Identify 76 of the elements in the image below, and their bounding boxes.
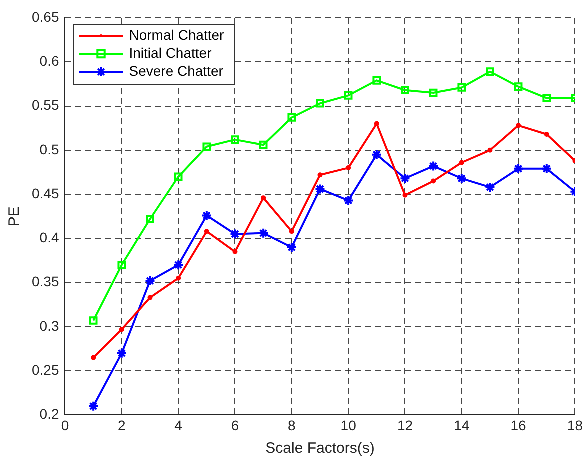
point	[259, 140, 268, 150]
point	[459, 160, 464, 166]
point	[173, 260, 184, 271]
point	[431, 178, 436, 184]
point	[148, 295, 153, 300]
point	[258, 228, 270, 239]
y-tick-label: 0.6	[40, 52, 60, 69]
point	[288, 114, 296, 122]
x-axis-title: Scale Factors(s)	[266, 440, 375, 458]
point	[343, 195, 354, 206]
point	[374, 121, 380, 126]
point	[372, 76, 382, 85]
point	[516, 123, 522, 128]
point	[314, 184, 326, 195]
point	[542, 94, 552, 103]
legend-label: Initial Chatter	[129, 44, 212, 61]
point	[202, 142, 212, 152]
x-tick-label: 0	[61, 417, 70, 434]
point	[204, 229, 210, 234]
x-tick-label: 6	[231, 417, 240, 434]
point	[344, 91, 353, 100]
point	[400, 173, 411, 184]
point	[488, 148, 493, 153]
y-axis-title: PE	[6, 206, 24, 227]
point	[484, 182, 496, 193]
point	[513, 163, 524, 174]
point	[316, 99, 324, 108]
point	[318, 172, 323, 178]
point	[261, 196, 266, 201]
y-tick-label: 0.4	[40, 230, 60, 246]
x-tick-label: 2	[118, 417, 126, 434]
point	[286, 242, 298, 253]
point	[89, 316, 98, 325]
y-tick-label: 0.5	[40, 141, 60, 158]
point	[541, 163, 552, 174]
point	[456, 173, 468, 184]
x-tick-label: 16	[510, 417, 527, 434]
point	[146, 215, 154, 224]
point	[144, 276, 156, 287]
point	[289, 229, 294, 234]
point	[201, 210, 212, 222]
point	[231, 136, 240, 144]
point	[91, 355, 96, 360]
point	[401, 86, 410, 95]
point	[88, 400, 100, 412]
point	[118, 260, 126, 270]
point	[486, 68, 494, 76]
x-tick-label: 14	[454, 417, 470, 434]
y-tick-label: 0.65	[32, 8, 60, 25]
y-tick-label: 0.35	[32, 274, 60, 290]
x-tick-label: 18	[567, 417, 584, 434]
y-tick-label: 0.55	[32, 97, 60, 114]
point	[429, 88, 438, 98]
point	[371, 149, 382, 160]
legend-label: Severe Chatter	[129, 62, 224, 79]
y-tick-label: 0.2	[40, 406, 60, 422]
point	[428, 160, 440, 172]
y-tick-label: 0.45	[32, 185, 60, 202]
y-tick-label: 0.3	[40, 318, 60, 334]
point	[402, 192, 408, 198]
x-tick-label: 4	[174, 417, 183, 434]
x-tick-label: 8	[288, 417, 296, 434]
y-tick-label: 0.25	[32, 362, 60, 378]
point	[458, 84, 466, 92]
x-tick-label: 10	[340, 417, 357, 434]
point	[174, 172, 183, 182]
legend-label: Normal Chatter	[129, 26, 225, 43]
point	[232, 249, 238, 254]
point	[544, 132, 550, 138]
point	[119, 327, 124, 332]
point	[176, 276, 182, 281]
point	[116, 348, 128, 359]
point	[230, 228, 241, 240]
point	[514, 82, 523, 92]
x-tick-label: 12	[397, 417, 414, 434]
point	[346, 166, 352, 171]
